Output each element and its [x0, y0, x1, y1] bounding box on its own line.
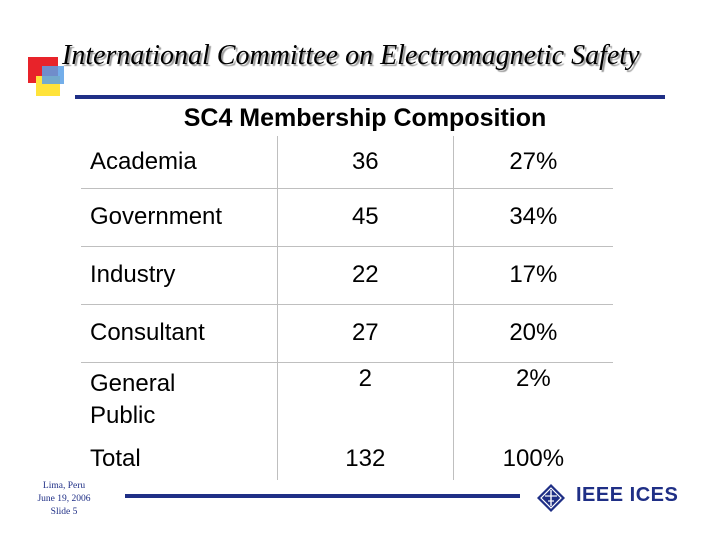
percent-cell: 17%: [453, 246, 613, 305]
percent-cell: 27%: [453, 136, 613, 189]
footer-divider: [125, 494, 520, 498]
table-row: Government 45 34%: [81, 188, 613, 247]
category-cell: Consultant: [81, 304, 278, 363]
count-cell: 27: [276, 304, 454, 363]
footer-info: Lima, Peru June 19, 2006 Slide 5: [24, 480, 104, 519]
category-cell: General Public: [81, 362, 277, 438]
percent-cell: 100%: [502, 445, 565, 472]
footer-date: June 19, 2006: [37, 494, 91, 504]
ieee-diamond-logo-icon: [537, 484, 565, 512]
category-label: General Public: [90, 370, 176, 430]
footer-brand: IEEE ICES: [576, 484, 679, 506]
percent-cell: 34%: [453, 188, 613, 247]
table-row: Industry 22 17%: [81, 246, 613, 305]
table-row: General Public 2 2%: [81, 362, 613, 438]
table-row-total: Total 132 100%: [81, 438, 613, 480]
count-cell: 45: [276, 188, 454, 247]
header-divider: [75, 95, 665, 99]
footer-slide-number: Slide 5: [50, 507, 78, 517]
category-cell: Industry: [81, 246, 278, 305]
count-cell: 36: [276, 136, 454, 189]
percent-cell: 2%: [516, 364, 551, 392]
table-row: Consultant 27 20%: [81, 304, 613, 363]
category-cell: Total: [90, 445, 141, 472]
slide-header-title: International Committee on Electromagnet…: [62, 40, 640, 71]
category-cell: Academia: [81, 136, 278, 189]
count-cell: 22: [276, 246, 454, 305]
membership-table: Academia 36 27% Government 45 34% Indust…: [81, 136, 613, 480]
decor-square-blue: [42, 66, 64, 84]
category-cell: Government: [81, 188, 278, 247]
table-row: Academia 36 27%: [81, 136, 613, 189]
slide-heading: SC4 Membership Composition: [183, 104, 547, 132]
footer-location: Lima, Peru: [42, 481, 86, 491]
count-cell: 132: [276, 438, 454, 480]
percent-cell: 20%: [453, 304, 613, 363]
count-cell: 2: [276, 362, 454, 438]
